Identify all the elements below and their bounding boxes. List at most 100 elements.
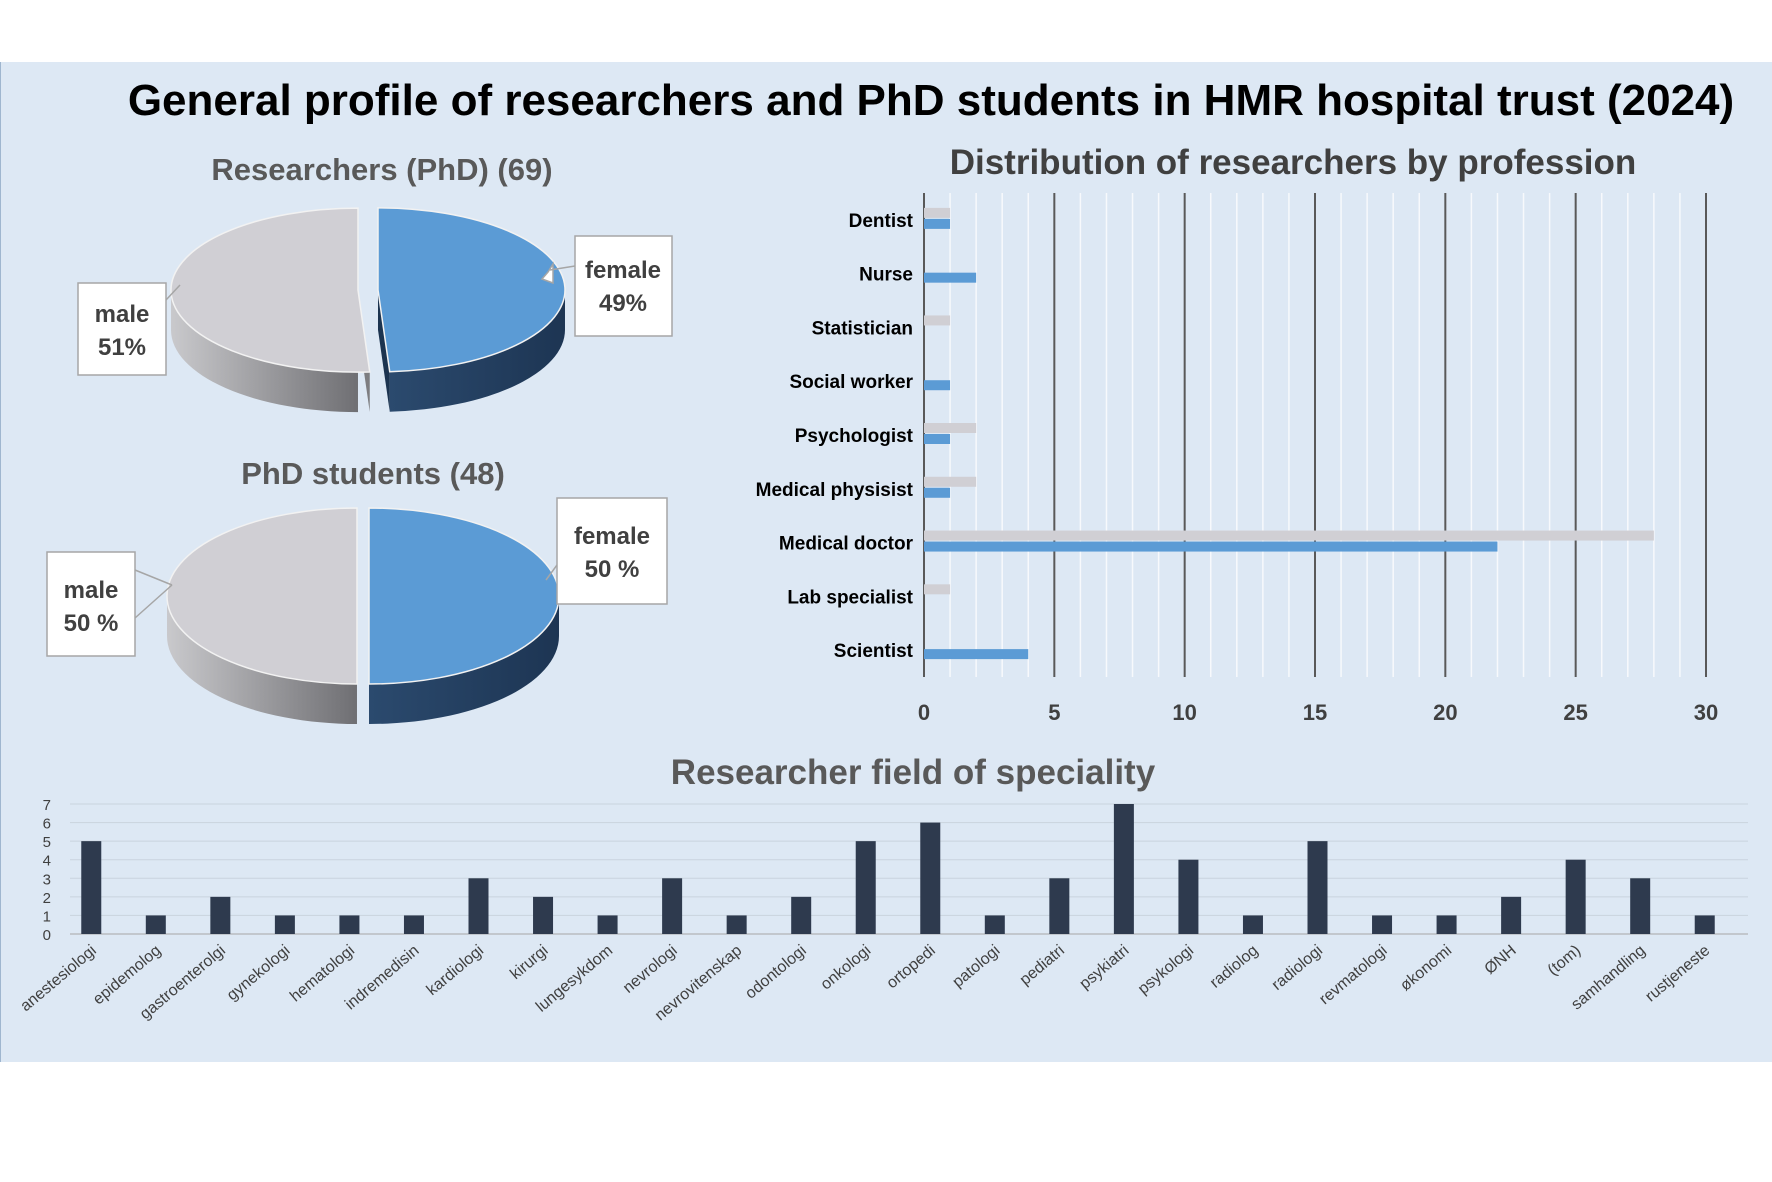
profession-label: Psychologist <box>795 426 914 447</box>
main-title: General profile of researchers and PhD s… <box>127 76 1735 125</box>
y-tick-label: 1 <box>43 908 51 925</box>
profession-chart-title: Distribution of researchers by professio… <box>950 143 1637 182</box>
speciality-label: revmatologi <box>1316 942 1390 1008</box>
female-slice-side <box>369 596 559 724</box>
speciality-label: kirurgi <box>507 942 551 983</box>
speciality-label: nevrologi <box>620 942 681 997</box>
female-slice <box>377 207 566 373</box>
y-tick-label: 3 <box>43 871 51 888</box>
speciality-label: økonomi <box>1397 942 1455 994</box>
profession-label: Nurse <box>859 265 913 286</box>
male-callout-2: male 50 % <box>46 551 173 657</box>
female-bar <box>924 218 951 229</box>
speciality-label: radiolog <box>1207 942 1262 992</box>
male-slice <box>170 207 371 373</box>
x-tick-label: 10 <box>1172 700 1196 725</box>
male-bar <box>924 530 1654 541</box>
speciality-bar <box>1307 841 1328 934</box>
speciality-bar <box>1630 878 1651 934</box>
speciality-bar <box>339 915 360 934</box>
speciality-label: ØNH <box>1482 942 1520 978</box>
speciality-label: onkologi <box>818 942 875 993</box>
speciality-bar <box>468 878 489 934</box>
x-tick-label: 5 <box>1048 700 1060 725</box>
pie-researchers-title: Researchers (PhD) (69) <box>211 152 552 187</box>
female-bar <box>924 380 951 391</box>
speciality-bar <box>1113 804 1134 934</box>
speciality-bar <box>210 896 231 934</box>
speciality-label: pediatri <box>1017 942 1068 989</box>
y-tick-label: 7 <box>43 797 51 814</box>
profession-label: Social worker <box>789 372 913 393</box>
speciality-label: psykiatri <box>1077 942 1133 993</box>
female-bar <box>924 272 977 283</box>
speciality-bar <box>1694 915 1715 934</box>
x-tick-label: 0 <box>918 700 930 725</box>
pie-phd-students: PhD students (48) female 50 % male 50 % <box>46 456 668 724</box>
speciality-bar <box>403 915 424 934</box>
speciality-label: ortopedi <box>884 942 939 992</box>
male-bar <box>924 207 951 218</box>
speciality-bar <box>81 841 102 934</box>
male-callout: male 51% <box>77 282 181 376</box>
speciality-bar <box>855 841 876 934</box>
speciality-chart-title: Researcher field of speciality <box>671 753 1156 792</box>
pie-researchers-female-pct: 49% <box>599 290 647 317</box>
speciality-bar <box>1242 915 1263 934</box>
profession-chart: Distribution of researchers by professio… <box>756 143 1719 725</box>
male-bar <box>924 315 951 326</box>
speciality-label: (tom) <box>1545 942 1585 979</box>
speciality-bar <box>791 896 812 934</box>
pie-phd-male-label: male <box>64 577 119 604</box>
x-tick-label: 15 <box>1303 700 1327 725</box>
speciality-bar <box>597 915 618 934</box>
speciality-bar <box>274 915 295 934</box>
speciality-label: patologi <box>950 942 1004 991</box>
speciality-label: psykologi <box>1135 942 1197 998</box>
speciality-label: anestesiologi <box>17 942 99 1015</box>
pie-researchers-male-pct: 51% <box>98 334 146 361</box>
speciality-bar <box>662 878 683 934</box>
y-tick-label: 0 <box>43 927 51 944</box>
profession-label: Dentist <box>849 211 914 232</box>
profession-label: Medical physisist <box>756 480 914 501</box>
male-bar <box>924 423 977 433</box>
speciality-bar <box>1372 915 1393 934</box>
y-tick-label: 2 <box>43 890 51 907</box>
female-bar <box>924 487 951 498</box>
female-bar <box>924 434 951 444</box>
speciality-bar <box>533 896 554 934</box>
female-callout-2: female 50 % <box>545 497 668 605</box>
x-tick-label: 30 <box>1694 700 1718 725</box>
speciality-label: rustjeneste <box>1642 942 1713 1005</box>
speciality-bar <box>984 915 1005 934</box>
female-slice-side <box>389 289 565 412</box>
pie-phd-female-label: female <box>574 523 650 550</box>
male-bar <box>924 476 977 487</box>
male-bar <box>924 584 951 595</box>
speciality-label: gynekologi <box>224 942 294 1004</box>
female-bar <box>924 649 1029 660</box>
profession-label: Lab specialist <box>787 587 913 608</box>
y-tick-label: 6 <box>43 816 51 833</box>
profession-label: Medical doctor <box>779 534 914 555</box>
speciality-bar <box>1565 859 1586 934</box>
speciality-bar <box>1178 859 1199 934</box>
x-tick-label: 20 <box>1433 700 1457 725</box>
pie-phd-male-pct: 50 % <box>64 610 119 637</box>
speciality-bar <box>1501 896 1522 934</box>
pie-phd-title: PhD students (48) <box>241 456 505 491</box>
speciality-label: radiologi <box>1269 942 1326 994</box>
pie-researchers: Researchers (PhD) (69) female 49% male 5… <box>77 152 673 413</box>
profession-label: Statistician <box>812 318 913 339</box>
speciality-label: kardiologi <box>424 942 487 999</box>
pie-researchers-female-label: female <box>585 257 661 284</box>
speciality-bar <box>1049 878 1070 934</box>
male-slice-side <box>167 596 357 724</box>
speciality-label: odontologi <box>742 942 809 1002</box>
speciality-bar <box>726 915 747 934</box>
pie-phd-female-pct: 50 % <box>585 556 640 583</box>
profession-label: Scientist <box>834 641 914 662</box>
x-tick-label: 25 <box>1563 700 1587 725</box>
